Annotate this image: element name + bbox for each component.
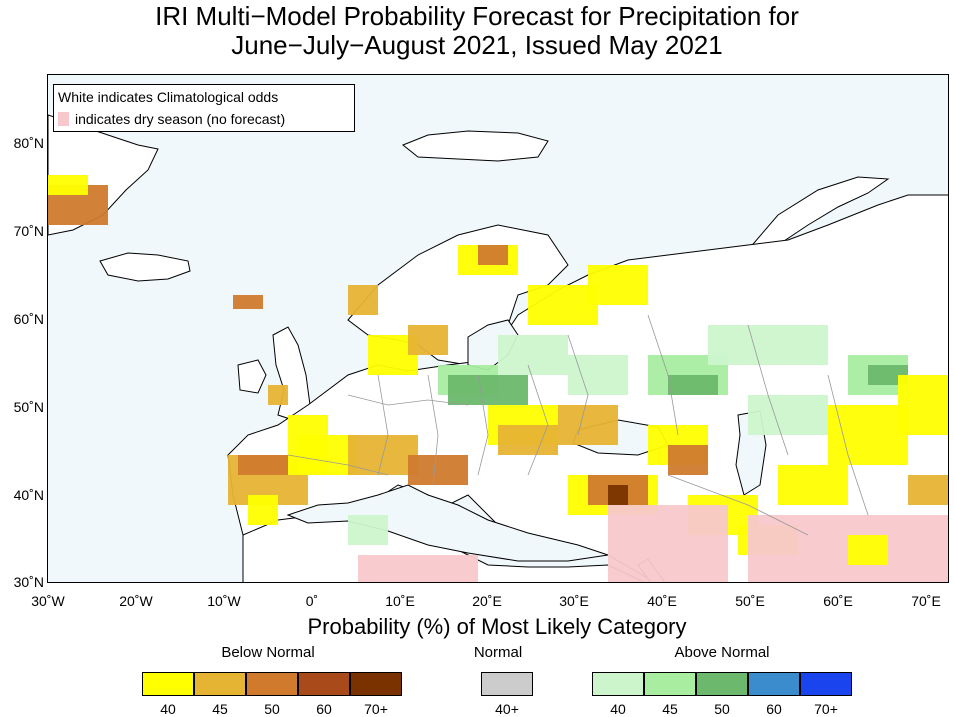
forecast-cell-10 — [408, 325, 448, 355]
lon-label-70e: 70˚E — [911, 593, 941, 609]
forecast-map — [47, 74, 949, 583]
below-normal-tick-5: 70+ — [364, 701, 388, 717]
forecast-cell-28 — [558, 405, 618, 445]
colorbar-title: Probability (%) of Most Likely Category — [307, 614, 687, 639]
forecast-cell-7 — [528, 285, 598, 325]
legend-dry-season-text: indicates dry season (no forecast) — [75, 111, 286, 127]
above-normal-swatch-3 — [696, 672, 748, 696]
forecast-cell-3 — [233, 295, 263, 309]
forecast-cell-44 — [848, 535, 888, 565]
lon-label-20w: 20˚W — [119, 593, 153, 609]
forecast-cell-31 — [608, 485, 628, 505]
below-normal-swatch-3 — [246, 672, 298, 696]
lat-label-60n: 60˚N — [13, 311, 44, 327]
below-normal-swatch-4 — [298, 672, 350, 696]
ireland-landmass — [237, 359, 267, 394]
forecast-cell-13 — [498, 335, 568, 375]
forecast-cell-17 — [708, 325, 828, 365]
iceland-landmass — [99, 252, 191, 282]
lat-label-70n: 70˚N — [13, 223, 44, 239]
lon-label-10w: 10˚W — [207, 593, 241, 609]
above-normal-swatch-4 — [748, 672, 800, 696]
forecast-cell-42 — [608, 505, 728, 582]
forecast-cell-14 — [568, 355, 628, 395]
forecast-cell-37 — [908, 475, 948, 505]
below-normal-label: Below Normal — [221, 644, 315, 661]
lon-label-30w: 30˚W — [31, 593, 65, 609]
below-normal-tick-1: 40 — [160, 701, 176, 717]
below-normal-swatch-1 — [142, 672, 194, 696]
below-normal-swatch-5 — [350, 672, 402, 696]
map-canvas — [48, 75, 948, 582]
above-normal-tick-5: 70+ — [814, 701, 838, 717]
below-normal-tick-4: 60 — [316, 701, 332, 717]
above-normal-tick-4: 60 — [766, 701, 782, 717]
above-normal-tick-3: 50 — [714, 701, 730, 717]
forecast-cell-6 — [478, 245, 508, 265]
forecast-cell-33 — [668, 445, 708, 475]
lon-label-50e: 50˚E — [735, 593, 765, 609]
lat-label-50n: 50˚N — [13, 399, 44, 415]
lat-label-40n: 40˚N — [13, 487, 44, 503]
normal-label: Normal — [473, 644, 523, 661]
forecast-cell-35 — [828, 405, 908, 465]
forecast-cell-45 — [248, 495, 278, 525]
below-normal-tick-2: 45 — [212, 701, 228, 717]
normal-tick-1: 40+ — [495, 701, 519, 717]
lon-label-0: 0˚ — [305, 593, 319, 609]
forecast-cell-25 — [408, 455, 468, 485]
lon-label-20e: 20˚E — [472, 593, 502, 609]
above-normal-tick-1: 40 — [610, 701, 626, 717]
forecast-cell-34 — [748, 395, 828, 435]
lon-label-30e: 30˚E — [559, 593, 589, 609]
lon-label-60e: 60˚E — [823, 593, 853, 609]
lon-label-40e: 40˚E — [647, 593, 677, 609]
legend-dry-season-row: indicates dry season (no forecast) — [58, 111, 285, 127]
lat-label-80n: 80˚N — [13, 135, 44, 151]
forecast-cell-8 — [588, 265, 648, 305]
forecast-cells — [48, 175, 948, 582]
title-line-2: June−July−August 2021, Issued May 2021 — [231, 30, 723, 60]
above-normal-tick-2: 45 — [662, 701, 678, 717]
country-borders — [287, 314, 869, 536]
forecast-cell-16 — [668, 375, 718, 395]
forecast-cell-41 — [358, 555, 478, 582]
title-line-1: IRI Multi−Model Probability Forecast for… — [155, 1, 799, 31]
above-normal-label: Above Normal — [674, 644, 770, 661]
above-normal-swatch-2 — [644, 672, 696, 696]
lat-label-30n: 30˚N — [13, 574, 44, 590]
forecast-cell-38 — [778, 465, 848, 505]
forecast-cell-4 — [348, 285, 378, 315]
above-normal-swatch-1 — [592, 672, 644, 696]
below-normal-tick-3: 50 — [264, 701, 280, 717]
normal-swatch-1 — [481, 672, 533, 696]
forecast-cell-12 — [448, 375, 528, 405]
svalbard-landmass — [402, 130, 549, 162]
below-normal-swatch-2 — [194, 672, 246, 696]
forecast-cell-21 — [238, 455, 288, 475]
forecast-cell-46 — [348, 515, 388, 545]
map-legend: White indicates Climatological odds indi… — [53, 84, 355, 132]
map-title: IRI Multi−Model Probability Forecast for… — [0, 2, 954, 60]
forecast-cell-47 — [268, 385, 288, 405]
forecast-cell-27 — [498, 425, 558, 455]
forecast-cell-2 — [48, 175, 88, 195]
forecast-cell-36 — [898, 375, 948, 435]
legend-climatological-text: White indicates Climatological odds — [58, 89, 279, 105]
dry-season-swatch — [58, 112, 69, 126]
lon-label-10e: 10˚E — [385, 593, 415, 609]
novaya-zemlya-landmass — [746, 176, 890, 251]
above-normal-swatch-5 — [800, 672, 852, 696]
